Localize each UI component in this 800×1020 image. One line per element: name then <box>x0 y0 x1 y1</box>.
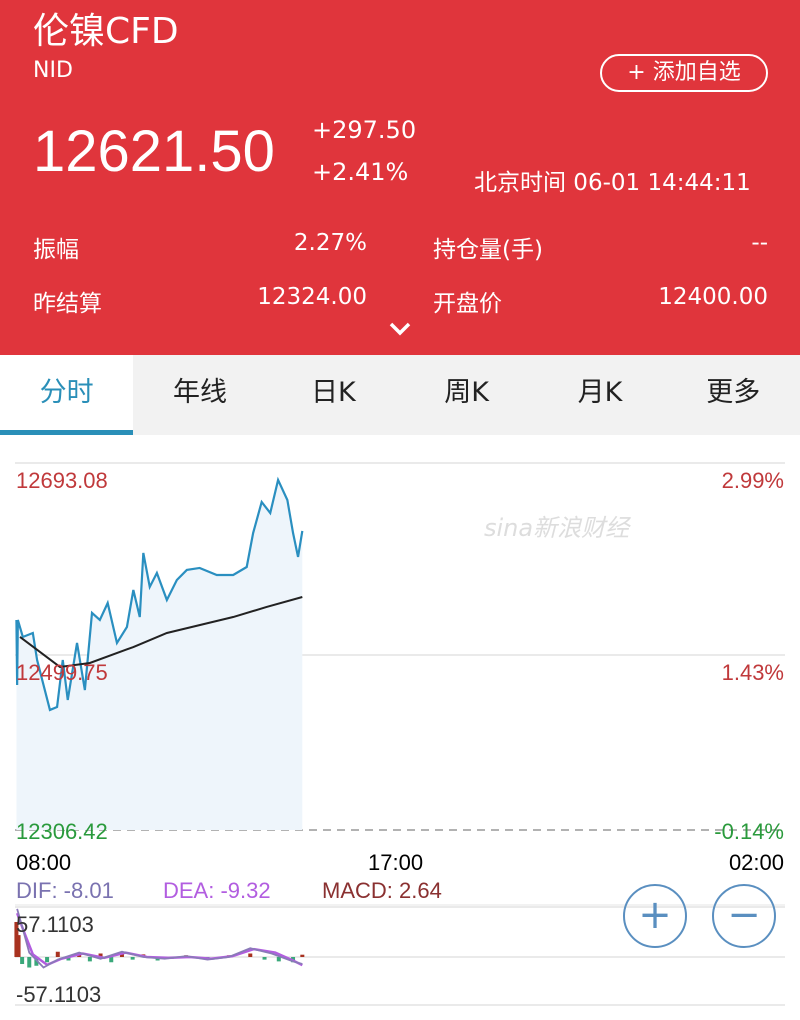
dif-label: DIF: -8.01 <box>16 878 114 903</box>
tab-intraday[interactable]: 分时 <box>0 355 134 435</box>
macd-bar <box>87 957 92 962</box>
macd-bar <box>45 957 50 963</box>
pct-label-bottom: -0.14% <box>714 819 784 844</box>
macd-bar <box>66 957 71 961</box>
macd-y-top: 57.1103 <box>16 912 94 937</box>
price-change: +297.50 <box>312 116 417 144</box>
plus-circle-icon[interactable]: + <box>623 884 687 948</box>
macd-bar <box>98 953 103 957</box>
tab-yearly[interactable]: 年线 <box>172 377 227 408</box>
dif-line <box>16 908 303 969</box>
quote-time: 北京时间 06-01 14:44:11 <box>474 170 751 196</box>
sina-watermark: sina新浪财经 <box>484 514 630 542</box>
macd-y-bottom: -57.1103 <box>16 982 102 1007</box>
y-label-top: 12693.08 <box>16 468 108 493</box>
dea-label: DEA: -9.32 <box>163 878 271 903</box>
x-tick-0200: 02:00 <box>728 850 784 875</box>
macd-bar <box>27 957 32 968</box>
stat-label-open: 开盘价 <box>433 291 502 317</box>
instrument-code: NID <box>33 58 73 83</box>
minus-circle-icon[interactable]: − <box>712 884 776 948</box>
chevron-down-icon[interactable] <box>388 318 412 343</box>
stat-value-open-interest: -- <box>751 230 768 256</box>
y-label-bottom: 12306.42 <box>16 819 108 844</box>
tab-monthly-k[interactable]: 月K <box>577 377 623 408</box>
price-line <box>15 476 304 712</box>
macd-bar <box>16 935 21 957</box>
stat-label-prev-settle: 昨结算 <box>33 291 102 317</box>
macd-bar <box>55 951 60 957</box>
last-price: 12621.50 <box>33 119 275 184</box>
add-watchlist-button[interactable]: + 添加自选 <box>600 54 768 92</box>
macd-bar <box>300 954 305 957</box>
macd-bar <box>130 957 135 960</box>
stat-value-prev-settle: 12324.00 <box>257 284 367 310</box>
price-change-pct: +2.41% <box>312 158 409 186</box>
macd-bar <box>34 957 39 966</box>
period-tabs: 分时 年线 日K 周K 月K 更多 <box>0 355 800 435</box>
macd-bar <box>109 957 114 963</box>
tab-more[interactable]: 更多 <box>706 377 761 408</box>
price-area-fill <box>16 479 303 830</box>
pct-label-top: 2.99% <box>721 468 784 493</box>
macd-bar <box>276 957 281 962</box>
instrument-title: 伦镍CFD <box>33 11 179 52</box>
stat-value-open: 12400.00 <box>658 284 768 310</box>
x-tick-1700: 17:00 <box>368 850 424 875</box>
stat-label-open-interest: 持仓量(手) <box>433 237 543 263</box>
macd-bar <box>262 957 267 960</box>
pct-label-mid: 1.43% <box>721 660 784 685</box>
average-price-line <box>19 596 303 668</box>
macd-label: MACD: 2.64 <box>322 878 442 903</box>
stat-label-amplitude: 振幅 <box>33 237 79 263</box>
macd-bar <box>248 953 253 957</box>
x-tick-0800: 08:00 <box>16 850 72 875</box>
macd-bar <box>20 957 25 965</box>
stat-value-amplitude: 2.27% <box>293 230 367 256</box>
quote-header: 伦镍CFD NID + 添加自选 12621.50 +297.50 +2.41%… <box>0 0 800 355</box>
tab-weekly-k[interactable]: 周K <box>444 377 489 408</box>
tab-daily-k[interactable]: 日K <box>310 377 356 408</box>
y-label-mid: 12499.75 <box>16 660 108 685</box>
macd-bar <box>14 921 19 957</box>
